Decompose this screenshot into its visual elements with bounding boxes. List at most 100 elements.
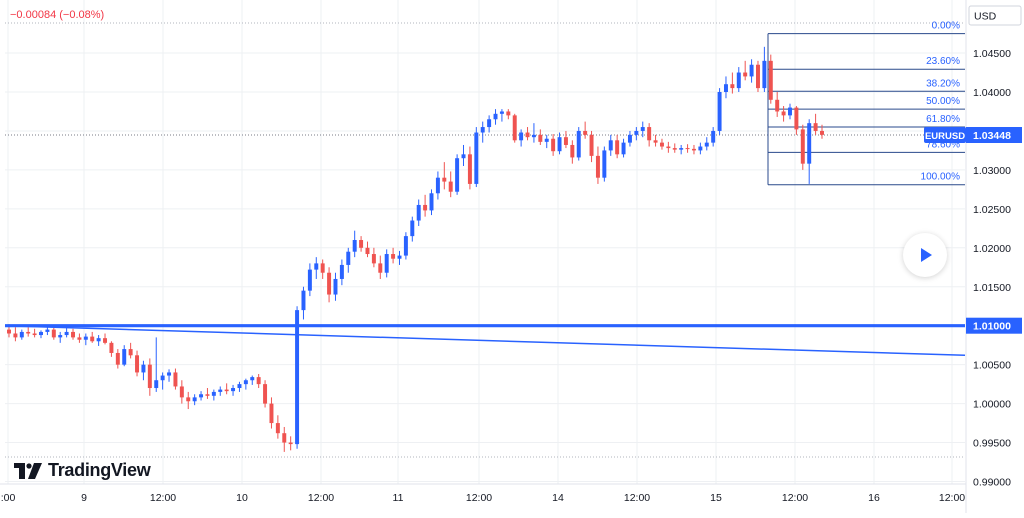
symbol-tag	[924, 127, 966, 144]
candle-body	[679, 148, 684, 150]
candle-body	[467, 154, 472, 184]
candle-body	[314, 263, 319, 270]
candle-body	[730, 84, 735, 89]
candle-body	[781, 111, 786, 116]
play-button[interactable]	[903, 233, 947, 277]
y-tick-label: 1.00500	[973, 360, 1011, 372]
trendline[interactable]	[4, 324, 966, 357]
fib-level-label: 100.00%	[921, 172, 961, 183]
candle-body	[122, 349, 127, 365]
candle-body	[103, 338, 108, 343]
candle-body	[295, 310, 300, 445]
candle-body	[154, 380, 159, 389]
candle-body	[544, 138, 549, 142]
candle-body	[589, 134, 594, 156]
play-icon	[921, 248, 932, 262]
candle-body	[762, 60, 767, 89]
candle-body	[743, 72, 748, 77]
candle-body	[83, 336, 88, 340]
candle-body	[749, 64, 754, 77]
candle-body	[794, 107, 799, 130]
candle-body	[788, 107, 792, 116]
candle-body	[768, 60, 773, 100]
candle-body	[480, 127, 485, 133]
candle-body	[39, 331, 43, 336]
y-tick-label: 1.01500	[973, 282, 1011, 294]
candle-body	[538, 134, 543, 142]
candle-body	[711, 130, 716, 143]
candle-body	[128, 349, 133, 356]
candle-body	[775, 99, 780, 112]
candle-body	[666, 146, 671, 149]
candle-body	[640, 127, 645, 131]
y-tick-label: 1.00000	[973, 399, 1011, 411]
candle-body	[19, 331, 24, 338]
candle-body	[320, 263, 325, 273]
candle-body	[179, 386, 184, 398]
candle-body	[256, 377, 261, 385]
candle-body	[109, 342, 114, 353]
x-tick-label: 16	[868, 492, 880, 504]
candle-body	[621, 142, 626, 155]
candle-body	[115, 352, 120, 365]
last-price-tag	[966, 127, 1022, 144]
candle-body	[723, 84, 728, 92]
candle-body	[519, 132, 524, 141]
candle-body	[346, 251, 351, 265]
candle-body	[13, 333, 18, 338]
candle-body	[800, 129, 805, 164]
candle-body	[160, 375, 165, 381]
candle-body	[461, 154, 466, 159]
candle-body	[333, 278, 338, 295]
candle-body	[455, 158, 460, 192]
candle-body	[647, 127, 652, 141]
y-tick-label: 0.99500	[973, 438, 1011, 450]
candle-body	[698, 146, 703, 151]
level-price-tag	[966, 317, 1022, 334]
candle-body	[218, 389, 223, 392]
candle-body	[506, 111, 511, 116]
candle-body	[576, 130, 581, 158]
candle-body	[384, 254, 389, 273]
candle-body	[423, 204, 428, 211]
currency-selector[interactable]	[968, 5, 1022, 26]
x-tick-label: 15	[710, 492, 722, 504]
candle-body	[231, 388, 236, 392]
candle-body	[493, 113, 498, 120]
candle-body	[755, 64, 760, 89]
candle-body	[186, 397, 191, 402]
candle-body	[557, 137, 562, 152]
candle-body	[263, 384, 268, 404]
fib-level-label: 61.80%	[926, 114, 960, 125]
candle-body	[282, 433, 287, 443]
x-tick-label: 12:00	[782, 492, 808, 504]
candle-body	[704, 142, 709, 147]
candle-body	[275, 423, 280, 434]
candle-body	[237, 384, 242, 389]
candle-body	[820, 130, 824, 135]
candle-body	[397, 255, 402, 259]
candle-body	[403, 236, 408, 256]
candle-body	[58, 335, 63, 338]
candle-body	[288, 442, 293, 445]
candle-body	[250, 377, 255, 381]
candle-body	[615, 140, 620, 155]
candle-body	[307, 269, 312, 291]
candle-body	[32, 333, 37, 336]
candle-body	[736, 72, 741, 89]
candle-body	[301, 290, 306, 311]
y-tick-label: 1.03000	[973, 165, 1011, 177]
candle-body	[813, 123, 818, 131]
candle-body	[173, 372, 178, 387]
candle-body	[339, 264, 344, 279]
candle-body	[371, 254, 376, 264]
level-price-label: 1.01000	[973, 321, 1011, 333]
candle-body	[378, 263, 383, 273]
candle-body	[327, 272, 332, 295]
candle-body	[448, 181, 453, 192]
candle-body	[474, 132, 479, 184]
brand-name: TradingView	[48, 460, 151, 480]
candle-body	[442, 177, 447, 182]
